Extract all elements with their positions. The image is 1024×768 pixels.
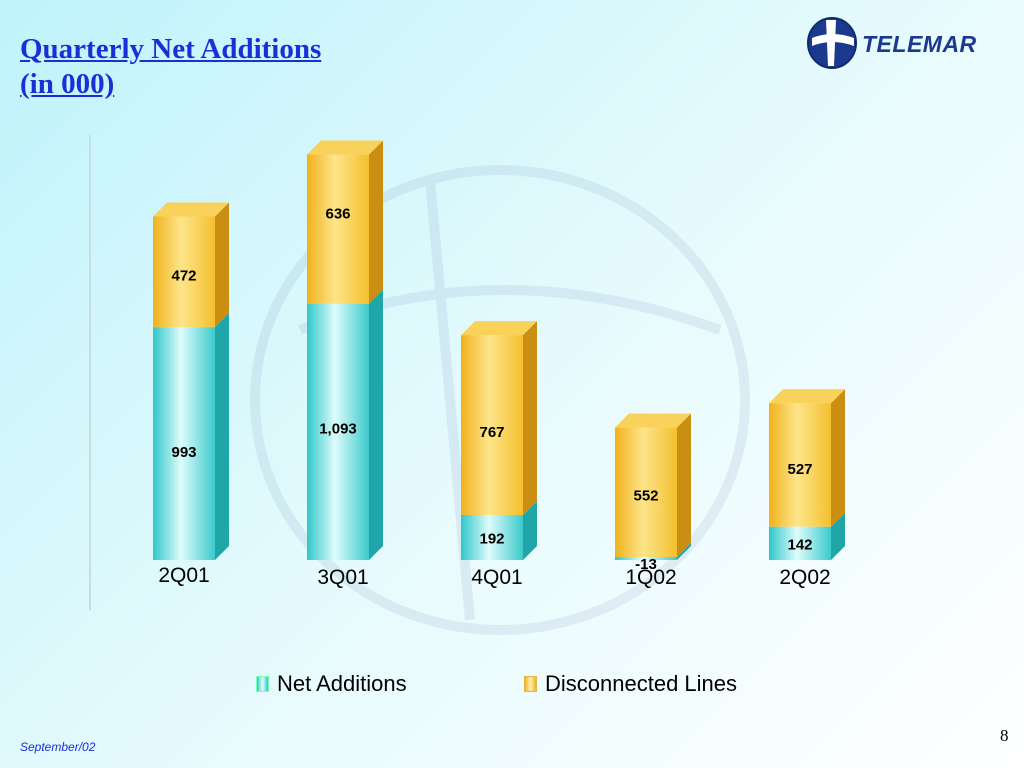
legend-swatch-disconnected-lines — [524, 676, 537, 692]
bar-net-additions-1Q02 — [615, 543, 691, 560]
category-label-4Q01: 4Q01 — [471, 566, 522, 589]
legend-swatch-net-additions — [256, 676, 269, 692]
data-label-disconnected-lines-2Q02: 527 — [787, 461, 812, 478]
legend-label-disconnected-lines: Disconnected Lines — [545, 671, 738, 696]
bar-disconnected-lines-4Q01 — [461, 321, 537, 515]
title-line-1: Quarterly Net Additions — [20, 33, 322, 65]
data-label-disconnected-lines-1Q02: 552 — [633, 488, 658, 505]
slide-title: Quarterly Net Additions (in 000) — [20, 32, 321, 103]
legend-disconnected-lines: Disconnected Lines — [524, 671, 737, 697]
data-label-net-additions-4Q01: 192 — [479, 530, 504, 547]
bar-net-additions-2Q01 — [153, 313, 229, 560]
legend-label-net-additions: Net Additions — [277, 671, 407, 696]
page-number: 8 — [1000, 726, 1009, 745]
data-label-net-additions-1Q02: -13 — [635, 556, 657, 573]
bar-net-additions-4Q01 — [461, 500, 537, 560]
title-line-2: (in 000) — [20, 68, 115, 101]
legend-net-additions: Net Additions — [256, 671, 407, 697]
bar-disconnected-lines-2Q01 — [153, 202, 229, 328]
data-label-disconnected-lines-3Q01: 636 — [325, 206, 350, 223]
footer-date: September/02 — [20, 740, 96, 754]
data-label-disconnected-lines-2Q01: 472 — [171, 267, 196, 284]
bar-net-additions-2Q02 — [769, 512, 845, 560]
telemar-logo: TELEMAR — [806, 16, 1016, 72]
bar-disconnected-lines-2Q02 — [769, 389, 845, 527]
data-label-disconnected-lines-4Q01: 767 — [479, 424, 504, 441]
bar-disconnected-lines-1Q02 — [615, 413, 691, 557]
category-label-2Q02: 2Q02 — [779, 566, 830, 589]
bar-disconnected-lines-3Q01 — [307, 140, 383, 304]
logo-text: TELEMAR — [862, 31, 977, 57]
data-label-net-additions-3Q01: 1,093 — [319, 421, 357, 438]
data-label-net-additions-2Q01: 993 — [171, 444, 196, 461]
category-label-2Q01: 2Q01 — [158, 564, 209, 587]
data-label-net-additions-2Q02: 142 — [787, 536, 812, 553]
telemar-globe-icon — [807, 17, 857, 69]
category-label-1Q02: 1Q02 — [625, 566, 676, 589]
bar-net-additions-3Q01 — [307, 289, 383, 560]
category-label-3Q01: 3Q01 — [317, 566, 368, 589]
